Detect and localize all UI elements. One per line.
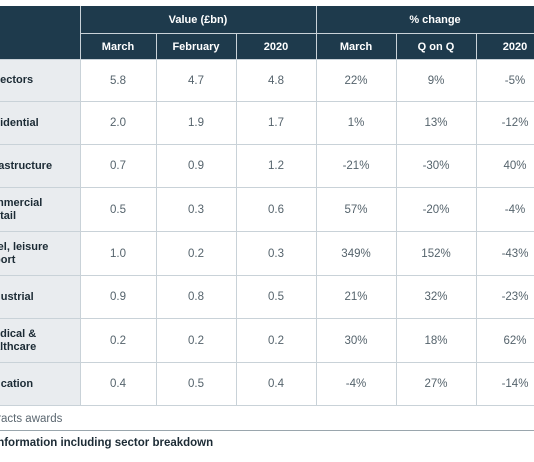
value-cell: 1.2	[236, 144, 317, 188]
value-cell: 0.2	[236, 318, 317, 363]
sub-header-row: March February 2020 March Q on Q 2020	[0, 33, 534, 60]
value-cell: -23%	[476, 275, 534, 319]
value-cell: 30%	[316, 318, 397, 363]
value-cell: 0.8	[156, 275, 237, 319]
value-cell: 1.9	[156, 101, 237, 145]
table-body: sectors5.84.74.822%9%-5%sidential2.01.91…	[0, 59, 534, 406]
sector-name-cell: edical & althcare	[0, 318, 81, 363]
change-group-header: % change	[316, 6, 534, 34]
value-cell: -30%	[396, 144, 477, 188]
col-header-change-q-on-q: Q on Q	[396, 33, 477, 60]
col-header-change-2020: 2020	[476, 33, 534, 60]
value-cell: 57%	[316, 187, 397, 232]
value-cell: 0.5	[236, 275, 317, 319]
table-row: mmercial etail 0.50.30.657%-20%-4%	[0, 187, 534, 232]
sector-name: sidential	[0, 116, 39, 129]
sector-name-cell: ucation	[0, 362, 81, 406]
sector-name: sectors	[0, 74, 34, 86]
value-cell: -4%	[476, 187, 534, 232]
sector-name: dustrial	[0, 290, 34, 303]
sector-name-cell: tel, leisure port	[0, 231, 81, 276]
value-cell: 5.8	[80, 59, 157, 102]
sector-name-cell: sidential	[0, 101, 81, 145]
sector-name: mmercial etail	[0, 196, 43, 222]
value-cell: 349%	[316, 231, 397, 276]
sector-name: tel, leisure port	[0, 240, 49, 266]
col-header-value-february: February	[156, 33, 237, 60]
sector-name-cell: dustrial	[0, 275, 81, 319]
value-cell: 27%	[396, 362, 477, 406]
group-header-row: Value (£bn) % change	[0, 6, 534, 60]
col-header-value-2020: 2020	[236, 33, 317, 60]
value-cell: 1%	[316, 101, 397, 145]
value-cell: 0.2	[156, 318, 237, 363]
value-cell: -12%	[476, 101, 534, 145]
col-header-change-march: March	[316, 33, 397, 60]
value-cell: 1.7	[236, 101, 317, 145]
sector-name: ucation	[0, 377, 34, 390]
value-cell: 0.4	[236, 362, 317, 406]
contract-awards-table-container: Value (£bn) % change March February 2020…	[0, 6, 534, 406]
table-row: rastructure 0.70.91.2-21%-30%40%	[0, 144, 534, 188]
value-cell: -20%	[396, 187, 477, 232]
value-cell: 0.9	[156, 144, 237, 188]
contract-awards-table: Value (£bn) % change March February 2020…	[0, 6, 534, 406]
more-information-link[interactable]: information including sector breakdown	[0, 437, 214, 449]
value-cell: 2.0	[80, 101, 157, 145]
sector-name: rastructure	[0, 159, 53, 172]
table-row: dustrial 0.90.80.521%32%-23%	[0, 275, 534, 319]
table-row: ucation0.40.50.4-4%27%-14%	[0, 362, 534, 406]
value-cell: -43%	[476, 231, 534, 276]
table-row: sidential 2.01.91.71%13%-12%	[0, 101, 534, 145]
value-cell: 4.7	[156, 59, 237, 102]
value-cell: 21%	[316, 275, 397, 319]
col-header-value-march: March	[80, 33, 157, 60]
value-cell: 22%	[316, 59, 397, 102]
value-cell: 62%	[476, 318, 534, 363]
value-cell: 0.9	[80, 275, 157, 319]
value-cell: 13%	[396, 101, 477, 145]
sector-name-cell: rastructure	[0, 144, 81, 188]
value-cell: 32%	[396, 275, 477, 319]
sector-name: edical & althcare	[0, 327, 37, 353]
footnote-text: tracts awards	[0, 413, 63, 425]
footer-divider	[0, 430, 534, 431]
sector-name-cell: mmercial etail	[0, 187, 81, 232]
value-cell: 0.6	[236, 187, 317, 232]
value-cell: 0.5	[156, 362, 237, 406]
value-cell: 18%	[396, 318, 477, 363]
table-row: sectors 5.84.74.822%9%-5%	[0, 59, 534, 102]
value-cell: 40%	[476, 144, 534, 188]
value-cell: 0.3	[156, 187, 237, 232]
value-group-header: Value (£bn)	[80, 6, 317, 34]
value-cell: -5%	[476, 59, 534, 102]
value-cell: 4.8	[236, 59, 317, 102]
value-cell: 0.2	[80, 318, 157, 363]
value-cell: 1.0	[80, 231, 157, 276]
value-cell: -4%	[316, 362, 397, 406]
sector-name-cell: sectors	[0, 59, 81, 102]
value-cell: 0.2	[156, 231, 237, 276]
value-cell: 0.5	[80, 187, 157, 232]
value-cell: 9%	[396, 59, 477, 102]
value-cell: 0.3	[236, 231, 317, 276]
table-row: edical & althcare0.20.20.230%18%62%	[0, 318, 534, 363]
value-cell: -21%	[316, 144, 397, 188]
value-cell: -14%	[476, 362, 534, 406]
value-cell: 152%	[396, 231, 477, 276]
value-cell: 0.4	[80, 362, 157, 406]
sector-header-cell	[0, 6, 81, 60]
value-cell: 0.7	[80, 144, 157, 188]
